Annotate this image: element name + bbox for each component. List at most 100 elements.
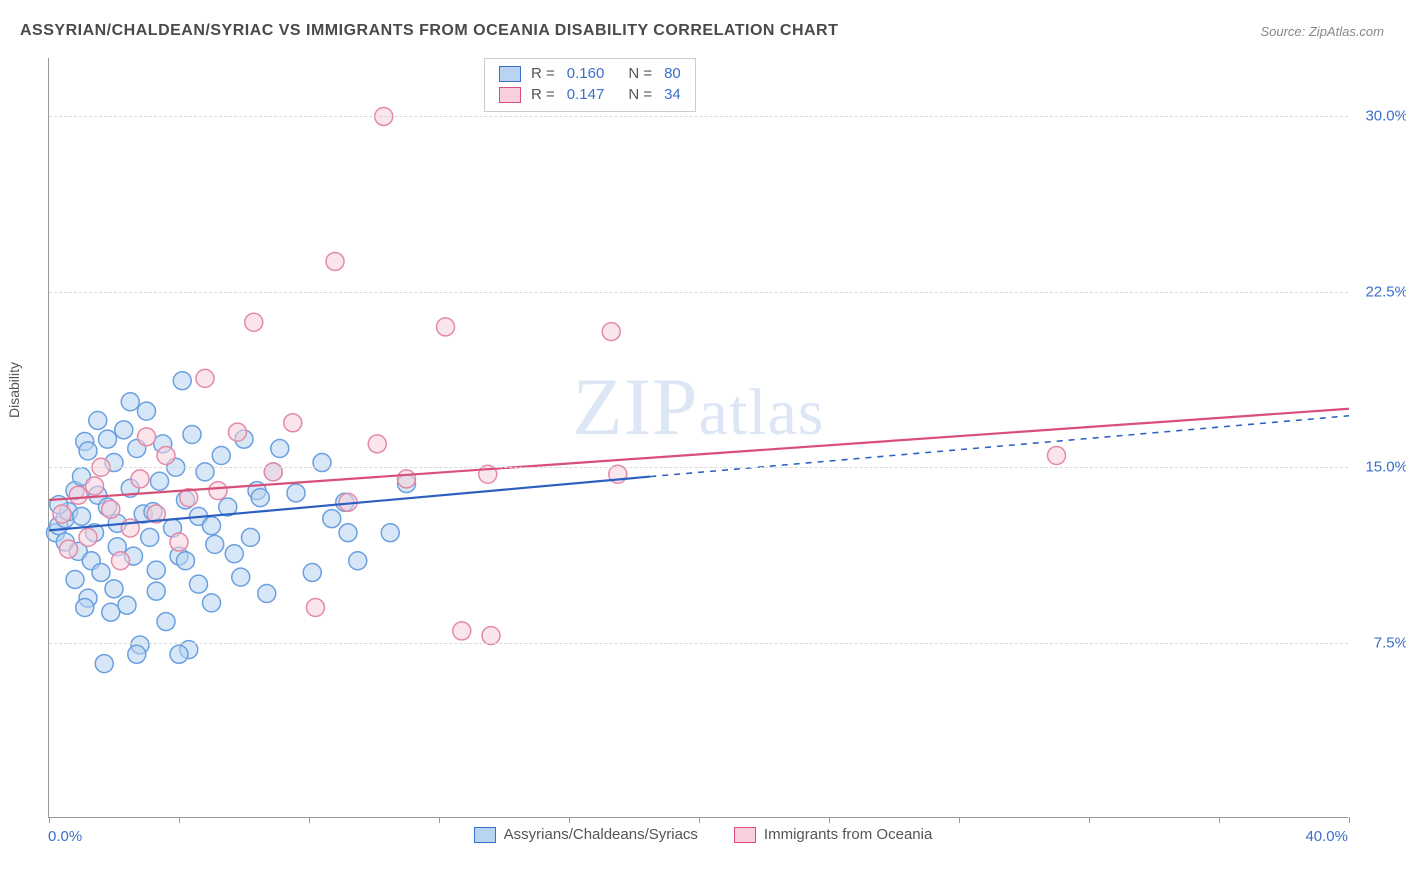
- scatter-point-assyrians: [147, 561, 165, 579]
- scatter-point-assyrians: [232, 568, 250, 586]
- legend-n-value: 80: [664, 65, 681, 82]
- scatter-point-oceania: [60, 540, 78, 558]
- scatter-point-assyrians: [79, 442, 97, 460]
- gridline: [49, 292, 1348, 293]
- scatter-point-assyrians: [203, 594, 221, 612]
- scatter-point-oceania: [284, 414, 302, 432]
- legend-swatch-blue: [499, 66, 521, 82]
- scatter-point-assyrians: [102, 603, 120, 621]
- scatter-point-oceania: [368, 435, 386, 453]
- scatter-point-assyrians: [141, 528, 159, 546]
- chart-plot-area: ZIPatlas R = 0.160 N = 80 R = 0.147 N = …: [48, 58, 1348, 818]
- scatter-point-assyrians: [138, 402, 156, 420]
- y-tick-label: 15.0%: [1365, 459, 1406, 476]
- scatter-point-oceania: [79, 528, 97, 546]
- y-tick-label: 30.0%: [1365, 108, 1406, 125]
- scatter-point-assyrians: [190, 575, 208, 593]
- trendline-oceania: [49, 409, 1349, 500]
- scatter-point-oceania: [307, 599, 325, 617]
- scatter-point-assyrians: [151, 472, 169, 490]
- legend-r-value: 0.147: [567, 86, 605, 103]
- scatter-point-oceania: [602, 323, 620, 341]
- scatter-point-oceania: [398, 470, 416, 488]
- scatter-point-assyrians: [258, 585, 276, 603]
- x-tick: [1219, 817, 1220, 823]
- scatter-point-assyrians: [170, 645, 188, 663]
- scatter-point-oceania: [131, 470, 149, 488]
- scatter-plot-svg: [49, 58, 1348, 817]
- scatter-point-oceania: [112, 552, 130, 570]
- scatter-point-oceania: [138, 428, 156, 446]
- legend-row-pink: R = 0.147 N = 34: [499, 84, 681, 105]
- scatter-point-assyrians: [121, 393, 139, 411]
- scatter-point-oceania: [157, 447, 175, 465]
- x-tick: [439, 817, 440, 823]
- legend-label: Assyrians/Chaldeans/Syriacs: [504, 826, 698, 843]
- scatter-point-assyrians: [173, 372, 191, 390]
- scatter-point-oceania: [86, 477, 104, 495]
- scatter-point-oceania: [264, 463, 282, 481]
- source-attribution: Source: ZipAtlas.com: [1260, 24, 1384, 39]
- scatter-point-assyrians: [212, 447, 230, 465]
- y-tick-label: 22.5%: [1365, 283, 1406, 300]
- scatter-point-assyrians: [323, 510, 341, 528]
- legend-n-value: 34: [664, 86, 681, 103]
- x-tick: [1089, 817, 1090, 823]
- scatter-point-assyrians: [73, 507, 91, 525]
- legend-swatch-blue: [474, 827, 496, 843]
- x-tick: [569, 817, 570, 823]
- scatter-point-assyrians: [89, 411, 107, 429]
- scatter-point-assyrians: [271, 440, 289, 458]
- scatter-point-assyrians: [287, 484, 305, 502]
- scatter-point-oceania: [437, 318, 455, 336]
- scatter-point-assyrians: [118, 596, 136, 614]
- scatter-point-assyrians: [157, 613, 175, 631]
- correlation-legend: R = 0.160 N = 80 R = 0.147 N = 34: [484, 58, 696, 112]
- chart-title: ASSYRIAN/CHALDEAN/SYRIAC VS IMMIGRANTS F…: [20, 22, 838, 40]
- scatter-point-assyrians: [339, 524, 357, 542]
- legend-row-blue: R = 0.160 N = 80: [499, 63, 681, 84]
- scatter-point-assyrians: [303, 563, 321, 581]
- y-axis-title: Disability: [6, 362, 22, 418]
- scatter-point-assyrians: [95, 655, 113, 673]
- scatter-point-assyrians: [196, 463, 214, 481]
- scatter-point-assyrians: [66, 570, 84, 588]
- legend-n-label: N =: [628, 65, 652, 82]
- x-tick: [699, 817, 700, 823]
- scatter-point-oceania: [245, 313, 263, 331]
- scatter-point-oceania: [102, 500, 120, 518]
- legend-label: Immigrants from Oceania: [764, 826, 932, 843]
- scatter-point-assyrians: [177, 552, 195, 570]
- legend-item-oceania: Immigrants from Oceania: [734, 826, 932, 843]
- scatter-point-assyrians: [203, 517, 221, 535]
- scatter-point-oceania: [1048, 447, 1066, 465]
- scatter-point-oceania: [196, 369, 214, 387]
- gridline: [49, 643, 1348, 644]
- scatter-point-assyrians: [92, 563, 110, 581]
- x-tick: [829, 817, 830, 823]
- scatter-point-oceania: [453, 622, 471, 640]
- scatter-point-oceania: [229, 423, 247, 441]
- scatter-point-assyrians: [105, 580, 123, 598]
- scatter-point-assyrians: [183, 425, 201, 443]
- scatter-point-assyrians: [381, 524, 399, 542]
- scatter-point-assyrians: [242, 528, 260, 546]
- scatter-point-assyrians: [115, 421, 133, 439]
- scatter-point-assyrians: [251, 489, 269, 507]
- legend-swatch-pink: [734, 827, 756, 843]
- legend-r-label: R =: [531, 86, 555, 103]
- gridline: [49, 116, 1348, 117]
- x-tick: [1349, 817, 1350, 823]
- scatter-point-assyrians: [99, 430, 117, 448]
- scatter-point-oceania: [209, 482, 227, 500]
- series-legend: Assyrians/Chaldeans/Syriacs Immigrants f…: [0, 826, 1406, 843]
- legend-n-label: N =: [628, 86, 652, 103]
- scatter-point-assyrians: [349, 552, 367, 570]
- legend-swatch-pink: [499, 87, 521, 103]
- scatter-point-assyrians: [206, 535, 224, 553]
- gridline: [49, 467, 1348, 468]
- scatter-point-oceania: [69, 486, 87, 504]
- scatter-point-oceania: [53, 505, 71, 523]
- legend-item-assyrians: Assyrians/Chaldeans/Syriacs: [474, 826, 698, 843]
- scatter-point-oceania: [326, 252, 344, 270]
